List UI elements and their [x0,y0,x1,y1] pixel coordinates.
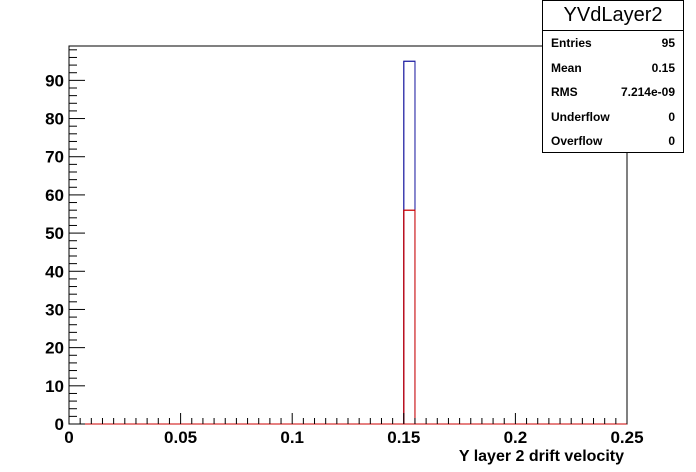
y-tick-label: 40 [45,262,64,281]
histogram-series-1 [69,209,627,425]
y-tick-label: 0 [55,415,64,434]
stats-row-rms: RMS 7.214e-09 [543,80,683,105]
x-tick-label: 0.1 [280,428,304,447]
stats-label: Overflow [551,134,603,149]
histogram-bar-0-0 [403,60,416,425]
y-tick-label: 70 [45,148,64,167]
y-tick-label: 10 [45,377,64,396]
y-tick-label: 80 [45,110,64,129]
stats-row-underflow: Underflow 0 [543,105,683,130]
x-tick-label: 0 [64,428,73,447]
stats-label: RMS [551,85,578,100]
stats-label: Mean [551,60,582,75]
histogram-bar-1-0 [403,209,416,425]
stats-label: Underflow [551,109,610,124]
y-tick-label: 90 [45,71,64,90]
stats-value: 0 [668,109,675,124]
axes-layer: 0 0.05 0.1 0.15 0.2 0.25 0 10 20 30 40 50 60 70 80 90 [45,49,644,447]
x-tick-label: 0.25 [610,428,643,447]
stats-row-mean: Mean 0.15 [543,56,683,81]
stats-box: YVdLayer2 Entries 95 Mean 0.15 RMS 7.214… [542,0,684,153]
x-tick-label: 0.05 [164,428,197,447]
y-tick-label: 50 [45,224,64,243]
y-tick-label: 20 [45,339,64,358]
y-tick-label: 60 [45,186,64,205]
x-tick-label: 0.15 [387,428,420,447]
stats-row-overflow: Overflow 0 [543,129,683,154]
stats-value: 0 [668,134,675,149]
x-axis-title: Y layer 2 drift velocity [459,448,624,465]
y-tick-label: 30 [45,300,64,319]
stats-label: Entries [551,36,592,50]
stats-value: 0.15 [651,60,675,75]
stats-value: 7.214e-09 [620,85,675,100]
stats-title: YVdLayer2 [543,1,683,31]
stats-value: 95 [661,36,675,50]
x-tick-label: 0.2 [504,428,528,447]
stats-row-entries: Entries 95 [543,31,683,56]
